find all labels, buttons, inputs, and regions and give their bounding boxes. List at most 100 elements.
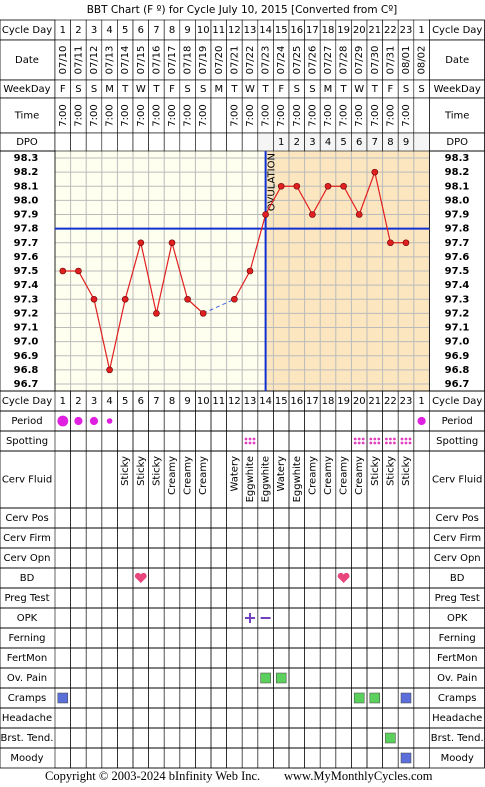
cycle-day-label: 19 (337, 25, 350, 36)
cell (413, 527, 430, 549)
cycle-day-label: 3 (91, 25, 97, 36)
cycle-day-label: 16 (290, 25, 303, 36)
cell (257, 747, 274, 769)
row-label-right: WeekDay (434, 84, 481, 95)
cell (257, 547, 274, 569)
weekday-label: F (278, 84, 284, 95)
temp-point (387, 239, 394, 247)
dpo-label: 6 (356, 137, 362, 148)
cell (101, 667, 118, 689)
cell (382, 707, 399, 729)
row-label: Cerv Fluid (2, 475, 52, 486)
cell (148, 567, 165, 589)
cell (241, 410, 259, 432)
date-label: 07/31 (385, 46, 396, 75)
cell (85, 667, 103, 689)
date-label: 07/25 (292, 46, 303, 75)
cell (132, 132, 149, 152)
cell (366, 410, 383, 432)
cell (397, 430, 415, 452)
cell (163, 527, 181, 549)
cell (117, 627, 134, 649)
cell (397, 587, 415, 609)
cell (226, 607, 243, 629)
spotting-dot (252, 437, 256, 441)
cell (179, 647, 196, 669)
cell (85, 607, 103, 629)
cycle-day-label: 21 (368, 396, 381, 407)
date-label: 07/23 (261, 46, 272, 75)
cell (101, 450, 118, 509)
cell (413, 450, 430, 509)
cerv-fluid-label: Sticky (385, 456, 396, 486)
cell (54, 132, 71, 152)
cell (226, 627, 243, 649)
cycle-day-label: 21 (368, 25, 381, 36)
cell (179, 607, 196, 629)
cell (132, 527, 149, 549)
cell (54, 627, 71, 649)
cerv-fluid-label: Sticky (151, 456, 162, 486)
period-dot (57, 415, 69, 427)
cell (413, 430, 430, 452)
cell (117, 667, 134, 689)
cell (132, 667, 149, 689)
cell (335, 707, 352, 729)
cycle-day-label: 19 (337, 396, 350, 407)
time-label: 7:00 (307, 104, 318, 126)
cell (257, 567, 274, 589)
date-label: 07/19 (198, 46, 209, 75)
cell (163, 132, 181, 152)
cell (101, 547, 118, 569)
cell (351, 627, 368, 649)
cell (288, 567, 305, 589)
cell (132, 647, 149, 669)
cell (413, 667, 430, 689)
cell (335, 687, 352, 709)
dpo-label: 4 (325, 137, 331, 148)
cell (273, 647, 290, 669)
spotting-dot (361, 437, 365, 441)
cell (335, 507, 352, 529)
cell (54, 707, 71, 729)
temp-point (324, 182, 332, 190)
y-tick-label: 97.2 (14, 308, 39, 319)
row-label-right: Ferning (439, 633, 476, 644)
row-label-right: Preg Test (435, 593, 480, 604)
spotting-dot (393, 437, 396, 441)
cell (304, 587, 321, 609)
cell (304, 627, 321, 649)
y-tick-label: 97.7 (14, 238, 39, 249)
cell (117, 430, 134, 452)
cycle-day-label: 7 (153, 396, 159, 407)
cell (241, 727, 259, 749)
cell (101, 627, 118, 649)
cell (382, 567, 399, 589)
cell (226, 132, 243, 152)
cell (397, 627, 415, 649)
cell (335, 627, 352, 649)
cell (382, 587, 399, 609)
dpo-label: 8 (387, 137, 393, 148)
time-label: 7:00 (89, 104, 100, 126)
time-label: 7:00 (73, 104, 84, 126)
weekday-label: W (354, 84, 364, 95)
temp-point (59, 267, 67, 275)
cerv-fluid-label: Eggwhite (245, 456, 256, 502)
y-tick-label-right: 98.3 (445, 153, 470, 164)
cerv-fluid-label: Creamy (323, 456, 334, 495)
cell (210, 667, 227, 689)
weekday-label: W (245, 84, 255, 95)
cerv-fluid-label: Sticky (136, 456, 147, 486)
cell (117, 707, 134, 729)
cell (382, 687, 399, 709)
cycle-day-label: 5 (122, 25, 128, 36)
row-label: WeekDay (3, 84, 50, 95)
cell (163, 567, 181, 589)
period-dot (89, 416, 99, 426)
cell (397, 647, 415, 669)
cell (101, 727, 118, 749)
y-tick-label-right: 97.7 (445, 238, 470, 249)
cycle-day-label: 2 (75, 396, 81, 407)
